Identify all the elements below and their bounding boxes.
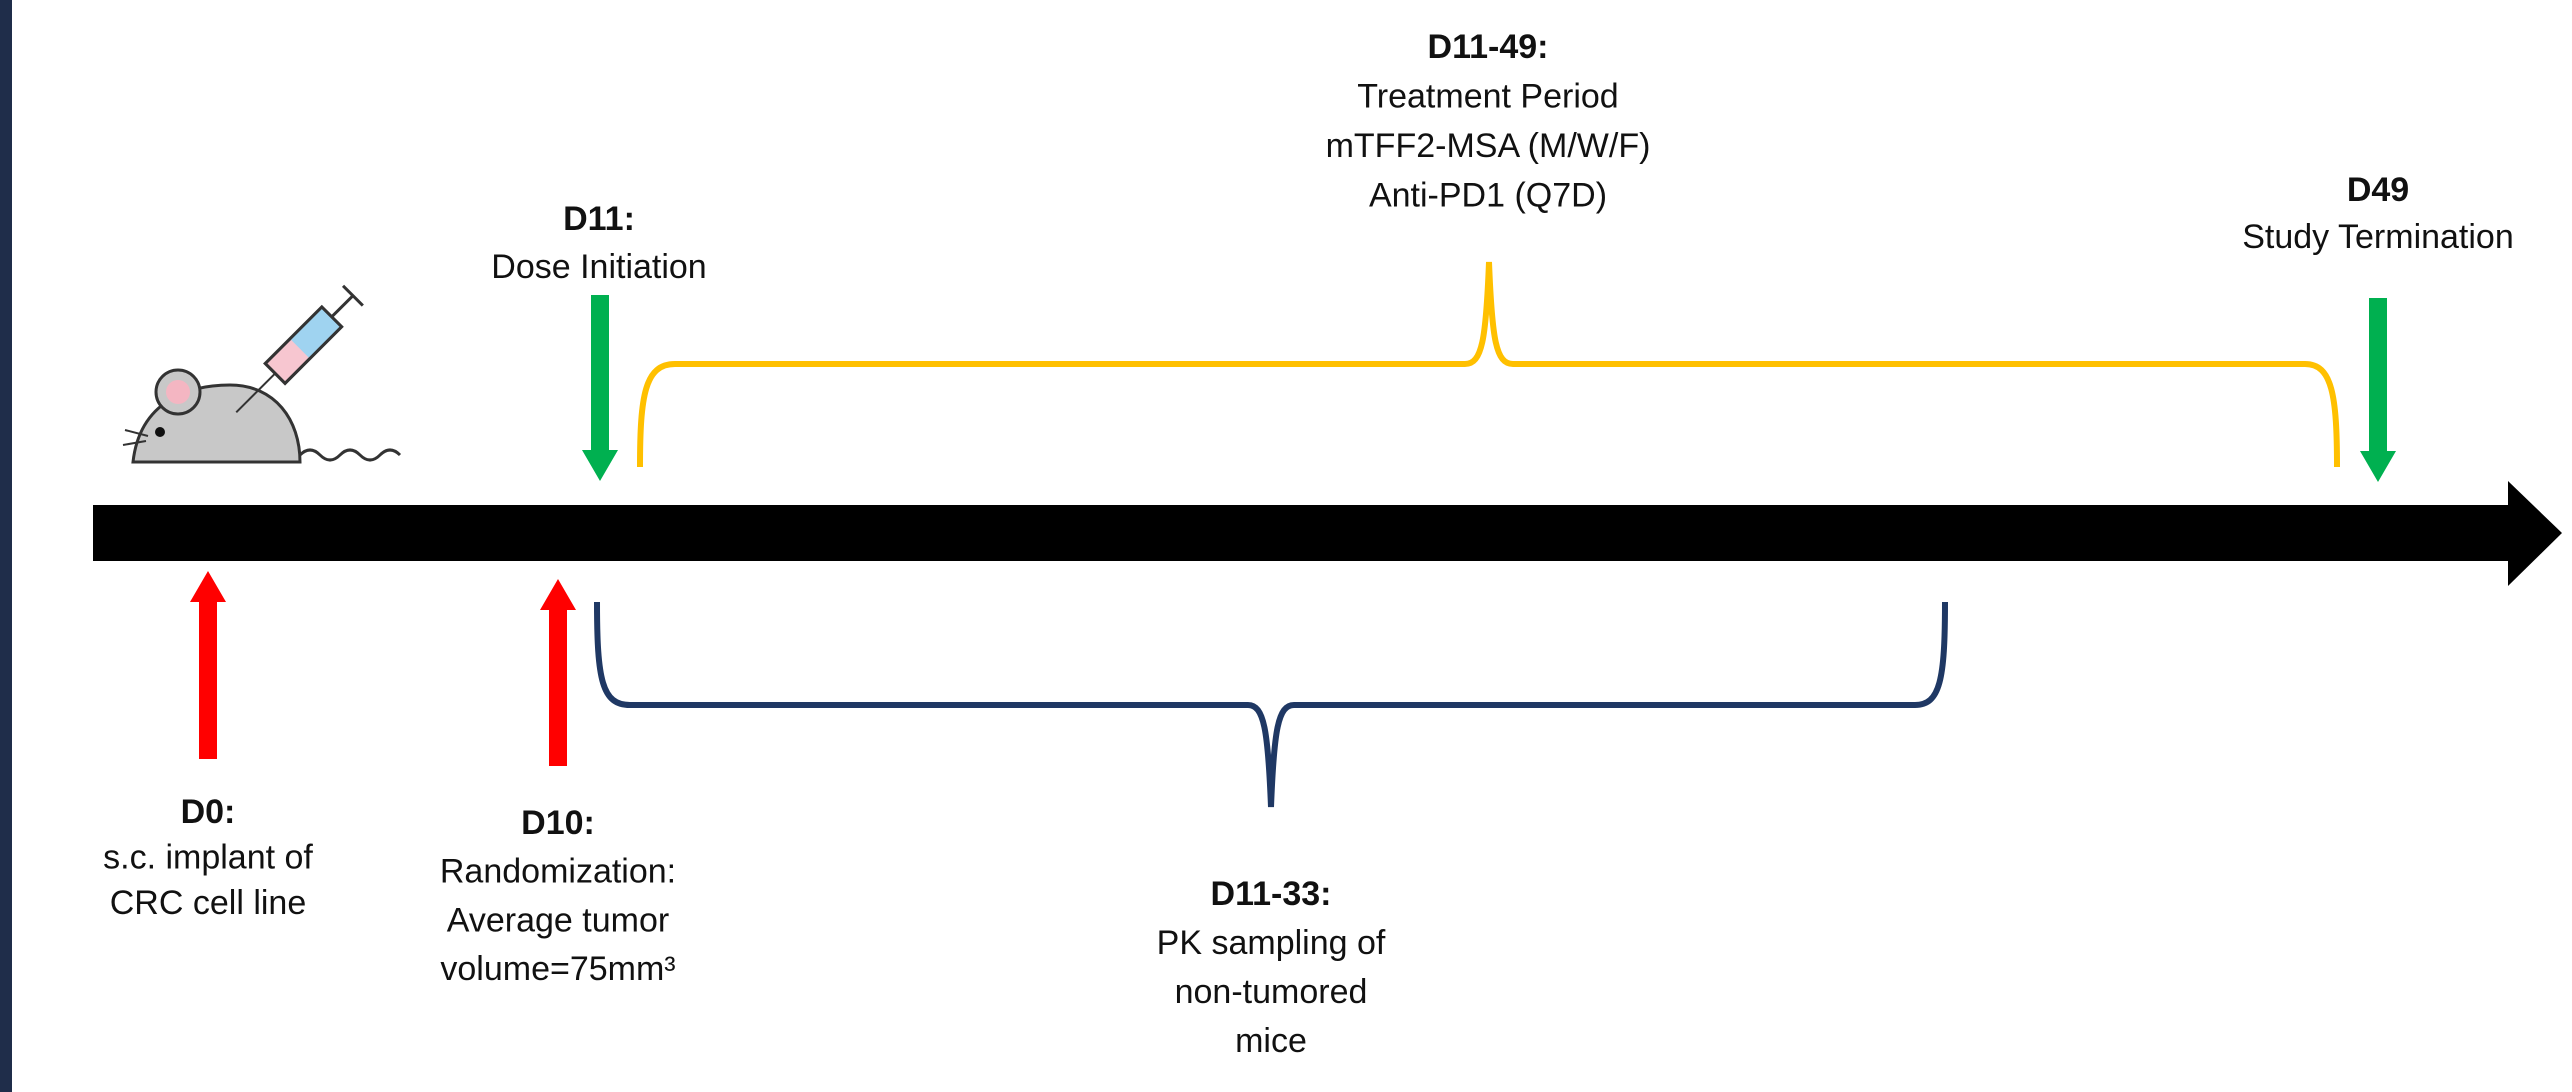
label-line: Dose Initiation xyxy=(491,248,706,286)
timeline-shaft xyxy=(93,505,2513,561)
label-title: D10: xyxy=(521,804,595,842)
label-line: CRC cell line xyxy=(110,884,307,922)
mouse-icon xyxy=(123,286,400,462)
label-title: D0: xyxy=(181,793,236,831)
label-line: PK sampling of xyxy=(1157,924,1386,962)
green-arrows xyxy=(582,295,2396,482)
timeline-head xyxy=(2508,481,2562,586)
d0-arrow-shaft xyxy=(199,600,217,759)
d11-arrow-head xyxy=(582,450,618,481)
label-line: Treatment Period xyxy=(1357,77,1618,115)
label-title: D11: xyxy=(563,200,635,238)
d0-arrow-head xyxy=(190,571,226,602)
label-line: non-tumored xyxy=(1175,973,1368,1011)
pk-brace xyxy=(597,602,1945,807)
label-title: D11-33: xyxy=(1211,875,1332,913)
label-line: Anti-PD1 (Q7D) xyxy=(1369,176,1607,214)
d11-arrow-shaft xyxy=(591,295,609,452)
label-line: mice xyxy=(1235,1022,1307,1060)
d49-arrow-shaft xyxy=(2369,298,2387,452)
label-line: Study Termination xyxy=(2242,218,2514,256)
d10-arrow-head xyxy=(540,579,576,610)
d49-arrow-head xyxy=(2360,451,2396,482)
d10-arrow-shaft xyxy=(549,608,567,766)
label-title: D49 xyxy=(2347,171,2409,209)
left-border xyxy=(0,0,12,1092)
label-line: mTFF2-MSA (M/W/F) xyxy=(1326,127,1651,165)
label-line: s.c. implant of xyxy=(103,838,313,876)
label-title: D11-49: xyxy=(1428,28,1549,66)
label-line: Randomization: xyxy=(440,853,676,891)
label-line: volume=75mm³ xyxy=(440,950,675,988)
treatment-brace xyxy=(640,262,2337,467)
label-line: Average tumor xyxy=(447,901,669,939)
red-arrows xyxy=(190,571,576,766)
timeline-diagram: D11-49: Treatment Period mTFF2-MSA (M/W/F)… xyxy=(0,0,2572,1092)
